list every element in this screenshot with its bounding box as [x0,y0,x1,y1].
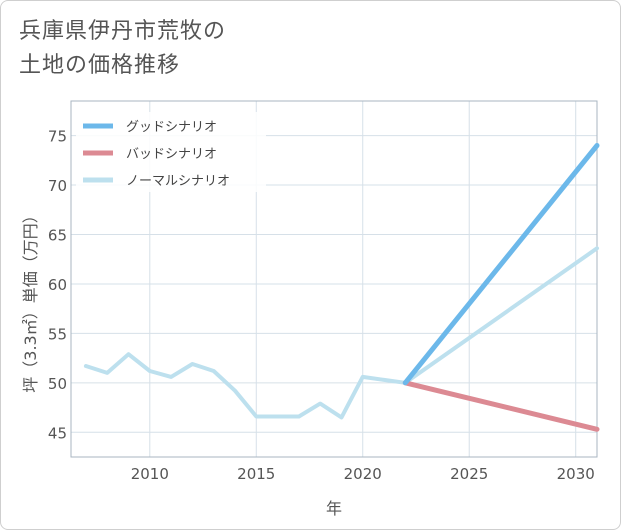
x-tick-label-2010: 2010 [131,465,169,483]
y-tick-label-75: 75 [48,128,67,146]
y-tick-label-50: 50 [48,375,67,393]
legend-label-0: グッドシナリオ [126,120,217,135]
x-axis-ticks: 2010 2015 2020 2025 2030 [131,465,595,483]
y-tick-label-60: 60 [48,276,67,294]
y-axis-title: 坪（3.3㎡）単価（万円） [21,207,40,392]
series-line-2 [83,246,599,420]
series-line-1 [402,380,600,432]
series-line-0 [402,143,600,386]
series-group [83,143,600,432]
y-tick-label-65: 65 [48,227,67,245]
legend-label-2: ノーマルシナリオ [126,174,230,189]
y-tick-label-55: 55 [48,325,67,343]
chart-title-line2: 土地の価格推移 [19,53,181,78]
x-axis-title: 年 [326,499,342,518]
y-axis-ticks: 45 50 55 60 65 70 75 [48,128,67,443]
grid [71,101,597,457]
x-tick-label-2020: 2020 [344,465,382,483]
x-tick-label-2030: 2030 [557,465,595,483]
chart-title: 兵庫県伊丹市荒牧の 土地の価格推移 [19,15,379,83]
legend-label-1: バッドシナリオ [126,147,217,162]
x-tick-label-2015: 2015 [237,465,275,483]
y-tick-label-45: 45 [48,424,67,442]
plot-area-border [70,100,598,458]
x-tick-label-2025: 2025 [450,465,488,483]
chart-title-line1: 兵庫県伊丹市荒牧の [19,19,227,44]
y-tick-label-70: 70 [48,177,67,195]
